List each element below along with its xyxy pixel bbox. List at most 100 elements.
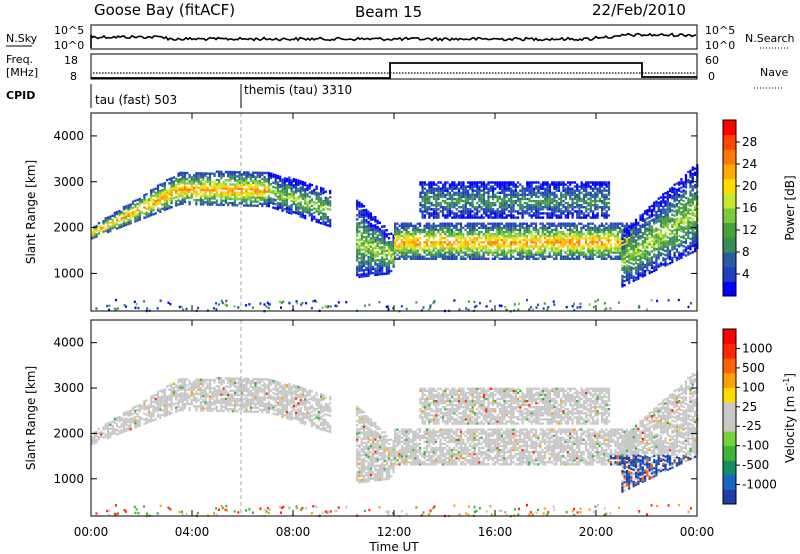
power-echo-cell — [580, 197, 583, 201]
power-echo-cell — [462, 195, 465, 199]
power-echo-cell — [385, 266, 388, 269]
power-echo-cell — [578, 230, 581, 234]
power-echo-cell — [444, 247, 447, 250]
power-echo-cell — [125, 215, 128, 218]
power-echo-cell — [526, 183, 529, 186]
power-echo-cell — [400, 243, 403, 246]
power-echo-cell — [409, 249, 413, 252]
power-echo-cell — [680, 196, 683, 200]
power-echo-cell — [598, 228, 601, 232]
power-echo-cell — [453, 241, 456, 244]
power-echo-cell — [537, 251, 540, 254]
power-echo-cell — [220, 183, 223, 186]
power-echo-cell — [664, 214, 667, 218]
power-echo-cell — [512, 241, 515, 244]
power-echo-cell — [562, 222, 565, 225]
power-echo-cell — [446, 239, 449, 242]
power-echo-cell — [256, 171, 259, 174]
power-echo-cell — [580, 222, 583, 225]
power-echo-cell — [575, 255, 578, 258]
power-echo-cell — [181, 192, 184, 195]
power-echo-cell — [687, 236, 690, 240]
power-echo-cell — [378, 240, 381, 243]
power-echo-cell — [161, 193, 164, 196]
power-echo-cell — [659, 237, 663, 240]
power-echo-cell — [491, 253, 494, 256]
power-echo-cell — [381, 252, 384, 255]
power-echo-cell — [378, 242, 381, 245]
power-echo-cell — [673, 214, 676, 217]
power-echo-cell — [240, 185, 243, 188]
power-echo-cell — [567, 214, 570, 217]
power-echo-cell — [414, 226, 417, 230]
power-echo-cell — [476, 183, 479, 186]
power-echo-cell — [455, 239, 458, 242]
power-echo-cell — [93, 236, 96, 239]
power-echo-cell — [274, 194, 277, 198]
power-echo-cell — [494, 237, 497, 240]
power-echo-cell — [299, 202, 302, 206]
power-echo-cell — [383, 241, 386, 245]
power-echo-cell — [265, 196, 268, 199]
power-echo-cell — [691, 203, 694, 206]
power-echo-cell — [283, 191, 286, 194]
power-echo-cell — [682, 183, 685, 186]
power-echo-cell — [362, 248, 366, 251]
power-echo-cell — [503, 201, 506, 205]
power-echo-cell — [141, 201, 144, 204]
power-echo-cell — [596, 193, 599, 197]
power-echo-cell — [308, 191, 311, 194]
power-echo-cell — [542, 201, 545, 205]
power-echo-cell — [231, 197, 234, 201]
power-echo-cell — [548, 239, 551, 242]
power-echo-cell — [578, 249, 581, 252]
power-echo-cell — [281, 201, 284, 204]
power-echo-cell — [684, 178, 688, 181]
power-echo-cell — [542, 185, 545, 188]
power-echo-cell — [396, 247, 399, 250]
power-echo-cell — [578, 255, 581, 258]
power-echo-cell — [678, 234, 681, 238]
power-echo-cell — [93, 234, 96, 237]
power-echo-cell — [414, 232, 417, 236]
power-echo-cell — [279, 204, 282, 207]
power-echo-cell — [437, 204, 440, 207]
power-echo-cell — [299, 182, 302, 185]
power-echo-cell — [509, 237, 513, 240]
power-echo-cell — [412, 245, 415, 248]
power-echo-cell — [466, 253, 469, 256]
power-echo-cell — [109, 221, 112, 225]
power-echo-cell — [394, 251, 397, 254]
power-echo-cell — [455, 197, 458, 201]
power-echo-cell — [526, 185, 529, 188]
power-echo-cell — [521, 245, 524, 248]
power-echo-cell — [557, 230, 560, 234]
power-echo-cell — [372, 234, 375, 238]
power-echo-cell — [249, 192, 252, 195]
power-echo-cell — [459, 239, 463, 242]
power-echo-cell — [365, 248, 368, 251]
power-echo-cell — [589, 195, 592, 199]
power-echo-cell — [576, 216, 579, 219]
power-echo-cell — [537, 245, 540, 248]
power-echo-cell — [571, 187, 574, 190]
power-echo-cell — [553, 228, 556, 232]
power-echo-cell — [578, 253, 581, 256]
power-echo-cell — [111, 227, 114, 230]
power-echo-cell — [476, 195, 479, 199]
power-echo-cell — [532, 189, 536, 192]
power-echo-cell — [358, 226, 361, 229]
power-echo-cell — [637, 244, 640, 247]
power-echo-cell — [227, 172, 230, 176]
power-echo-cell — [378, 231, 381, 235]
power-echo-cell — [455, 228, 458, 232]
power-echo-cell — [177, 193, 180, 196]
power-echo-cell — [505, 251, 508, 254]
power-echo-cell — [576, 204, 579, 207]
power-echo-cell — [258, 202, 262, 205]
power-echo-cell — [299, 194, 302, 198]
power-echo-cell — [190, 188, 193, 191]
power-echo-cell — [539, 201, 542, 205]
power-echo-cell — [367, 260, 370, 263]
power-echo-cell — [281, 205, 284, 208]
